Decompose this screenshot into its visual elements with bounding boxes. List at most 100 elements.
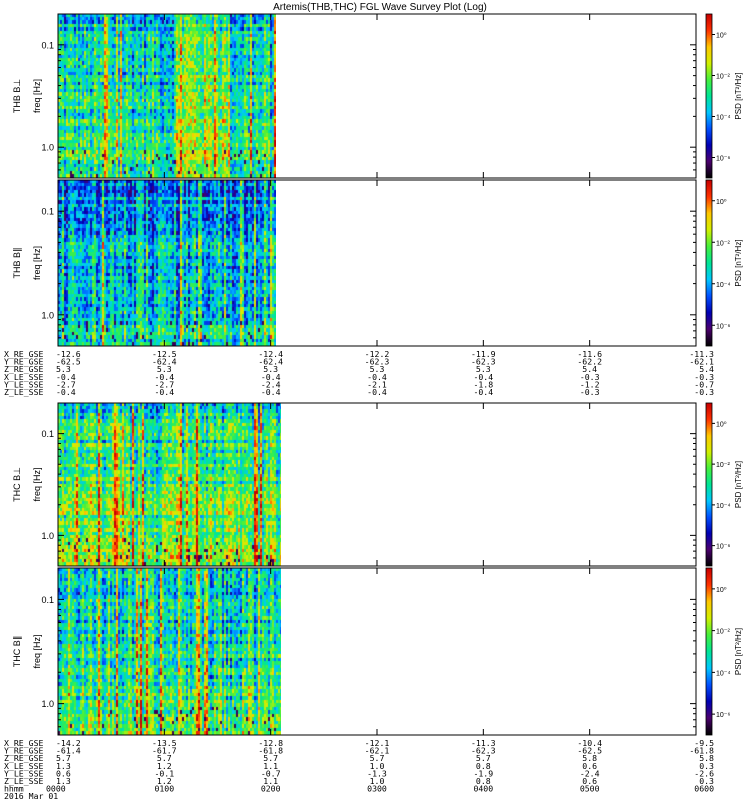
ephemeris-value: -0.4 (154, 387, 174, 397)
ephemeris-value: -62.1 (365, 746, 390, 756)
colorbar-label: PSD [nT²/Hz] (734, 461, 743, 508)
freq-axis-label: freq [Hz] (32, 634, 42, 668)
ephemeris-value: 1.0 (370, 761, 385, 771)
colorbar-tick-label: 10⁻⁶ (716, 712, 730, 719)
spectrogram-panels: 1.0 0.1 THB B⊥ freq [Hz] 10⁰ 10⁻² 10⁻⁴ 10⁻⁶ PSD … (12, 13, 743, 736)
colorbar-label: PSD [nT²/Hz] (734, 239, 743, 286)
time-tick-label: 0600 (694, 784, 714, 794)
spectrogram-heatmap (58, 403, 281, 566)
spectrogram-panel: 1.0 0.1 THB B⊥ freq [Hz] 10⁰ 10⁻² 10⁻⁴ 10⁻⁶ PSD … (12, 13, 743, 179)
y-tick-label: 1.0 (41, 310, 54, 320)
ephemeris-value: -12.2 (365, 349, 390, 359)
ephemeris-value: -62.5 (56, 357, 81, 367)
colorbar-tick-label: 10⁻⁶ (716, 544, 730, 551)
ephemeris-value: 5.4 (699, 364, 714, 374)
ephemeris-value: -2.6 (694, 768, 714, 778)
y-tick-label: 0.1 (41, 40, 54, 50)
spectrogram-heatmap (58, 568, 281, 735)
ephemeris-value: 1.3 (56, 761, 71, 771)
ephemeris-value: 5.7 (476, 753, 491, 763)
ephemeris-value: -0.4 (473, 372, 493, 382)
ephemeris-value: -12.1 (365, 738, 390, 748)
ephemeris-value: 5.7 (263, 753, 278, 763)
ephemeris-value: -0.3 (694, 372, 714, 382)
ephemeris-value: -61.4 (56, 746, 81, 756)
panel-label: THC B⊥ (12, 467, 22, 502)
ephemeris-value: -11.9 (471, 349, 496, 359)
ephemeris-value: -62.2 (577, 357, 602, 367)
ephemeris-value: -12.5 (152, 349, 177, 359)
ephemeris-value: -0.4 (154, 372, 174, 382)
ephemeris-value: -2.7 (56, 379, 76, 389)
ephemeris-value: -11.3 (471, 738, 496, 748)
freq-axis-label: freq [Hz] (32, 79, 42, 113)
ephemeris-value: -1.9 (473, 768, 493, 778)
ephemeris-row-label: Y_LE_SSE (4, 768, 44, 778)
ephemeris-value: -61.8 (689, 746, 714, 756)
colorbar-frame (705, 13, 713, 179)
time-tick-label: 0500 (580, 784, 600, 794)
panel-label: THB B∥ (12, 247, 22, 278)
ephemeris-value: -9.5 (694, 738, 714, 748)
colorbar-tick-label: 10⁻² (716, 629, 730, 636)
freq-axis-label: freq [Hz] (32, 467, 42, 501)
date-label: 2016 Mar 01 (4, 791, 58, 800)
ephemeris-value: -62.4 (258, 357, 283, 367)
ephemeris-value: -1.8 (473, 379, 493, 389)
colorbar-label: PSD [nT²/Hz] (734, 628, 743, 675)
ephemeris-value: 0.8 (476, 761, 491, 771)
ephemeris-value: 5.8 (582, 753, 597, 763)
colorbar-tick-label: 10⁻⁴ (716, 115, 731, 122)
ephemeris-value: 1.0 (370, 776, 385, 786)
ephemeris-value: -0.3 (580, 387, 600, 397)
ephemeris-value: -12.6 (56, 349, 81, 359)
ephemeris-value: 5.3 (157, 364, 172, 374)
y-tick-label: 1.0 (41, 143, 54, 153)
colorbar-tick-label: 10⁻² (716, 240, 730, 247)
ephemeris-row-label: X_RE_GSE (4, 738, 44, 748)
time-tick-label: 0300 (367, 784, 387, 794)
time-tick-label: 0100 (154, 784, 174, 794)
ephemeris-value: 0.8 (476, 776, 491, 786)
y-tick-label: 1.0 (41, 699, 54, 709)
ephemeris-value: 5.3 (56, 364, 71, 374)
colorbar-tick-label: 10⁰ (716, 198, 727, 206)
time-tick-label: 0200 (261, 784, 281, 794)
colorbar-tick-label: 10⁰ (716, 32, 727, 40)
ephemeris-value: -62.3 (365, 357, 390, 367)
time-tick-label: 0000 (46, 784, 66, 794)
ephemeris-value: -62.1 (689, 357, 714, 367)
time-tick-label: 0400 (473, 784, 493, 794)
ephemeris-value: 1.3 (56, 776, 71, 786)
colorbar-tick-label: 10⁰ (716, 586, 727, 594)
colorbar-tick-label: 10⁻⁴ (716, 282, 731, 289)
ephemeris-value: 1.2 (157, 761, 172, 771)
ephemeris-row-label: X_LE_SSE (4, 372, 44, 382)
ephemeris-row-label: Y_LE_SSE (4, 379, 44, 389)
colorbar-tick-label: 10⁰ (716, 420, 727, 428)
colorbar-tick-label: 10⁻⁴ (716, 503, 731, 510)
thc-ephemeris-block: X_RE_GSE -14.2 -13.5 -12.8 -12.1 -11.3 -10.4 -9… (4, 738, 714, 800)
ephemeris-value: -2.4 (261, 379, 281, 389)
colorbar (706, 568, 712, 735)
ephemeris-value: 0.3 (699, 761, 714, 771)
ephemeris-value: -2.4 (580, 768, 600, 778)
ephemeris-row-label: Z_LE_SSE (4, 387, 44, 397)
y-tick-label: 0.1 (41, 595, 54, 605)
ephemeris-value: -0.4 (261, 387, 281, 397)
ephemeris-row-label: Y_RE_GSE (4, 357, 44, 367)
time-axis-label: hhmm (4, 784, 24, 794)
ephemeris-value: 0.6 (582, 761, 597, 771)
ephemeris-row-label: Z_RE_GSE (4, 753, 44, 763)
ephemeris-value: -0.4 (261, 372, 281, 382)
ephemeris-value: 5.3 (476, 364, 491, 374)
ephemeris-value: -1.2 (580, 379, 600, 389)
ephemeris-value: 5.3 (263, 364, 278, 374)
ephemeris-value: -1.3 (367, 768, 387, 778)
ephemeris-value: 1.2 (157, 776, 172, 786)
ephemeris-row-label: Z_LE_SSE (4, 776, 44, 786)
ephemeris-value: 0.6 (56, 768, 71, 778)
ephemeris-value: -11.6 (577, 349, 602, 359)
ephemeris-value: -0.3 (694, 387, 714, 397)
freq-axis-label: freq [Hz] (32, 246, 42, 280)
